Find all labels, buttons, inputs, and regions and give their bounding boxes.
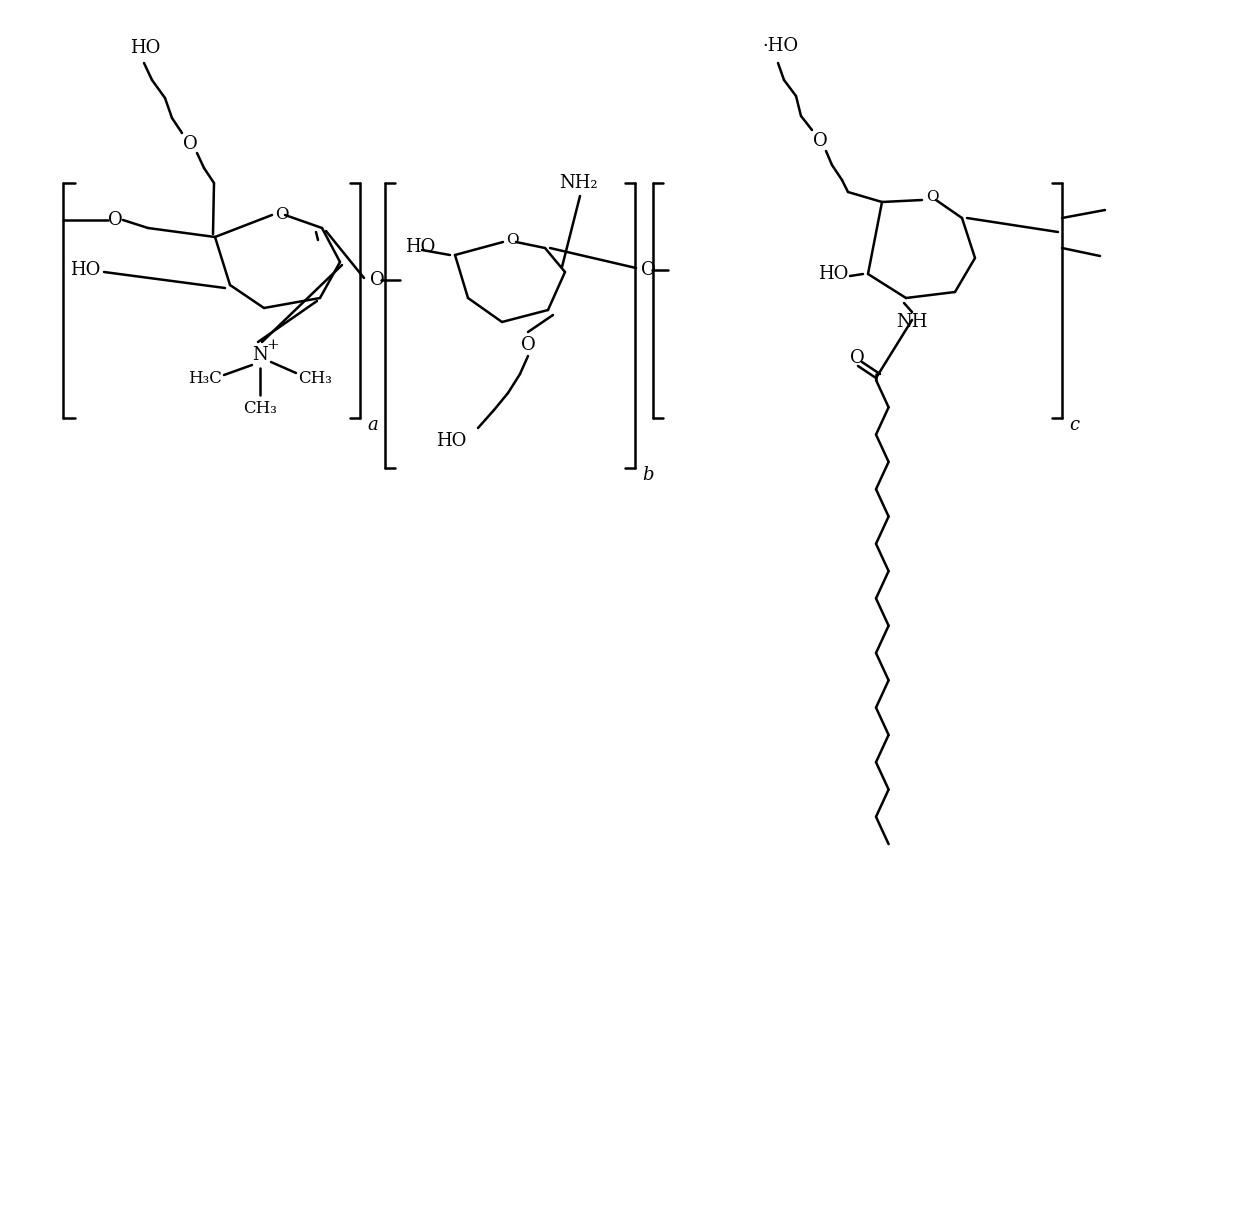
Text: O: O <box>370 271 385 290</box>
Text: H₃C: H₃C <box>189 370 222 387</box>
Text: O: O <box>507 233 519 246</box>
Text: O: O <box>182 136 197 153</box>
Text: O: O <box>926 190 939 205</box>
Text: HO: HO <box>817 265 848 283</box>
Text: HO: HO <box>436 432 466 450</box>
Text: O: O <box>108 211 122 229</box>
Text: c: c <box>1068 416 1079 434</box>
Text: b: b <box>642 466 654 484</box>
Text: CH₃: CH₃ <box>243 399 277 416</box>
Text: N: N <box>253 346 268 363</box>
Text: HO: HO <box>129 39 161 57</box>
Text: O: O <box>275 206 289 223</box>
Text: CH₃: CH₃ <box>298 370 332 387</box>
Text: O: O <box>641 261 656 278</box>
Text: O: O <box>812 132 827 150</box>
Text: NH₂: NH₂ <box>558 174 597 192</box>
Text: ·HO: ·HO <box>762 37 798 55</box>
Text: a: a <box>367 416 378 434</box>
Text: O: O <box>850 349 865 367</box>
Text: HO: HO <box>405 238 435 256</box>
Text: HO: HO <box>69 261 101 278</box>
Text: O: O <box>520 336 535 354</box>
Text: +: + <box>266 338 279 352</box>
Text: NH: NH <box>896 313 928 331</box>
